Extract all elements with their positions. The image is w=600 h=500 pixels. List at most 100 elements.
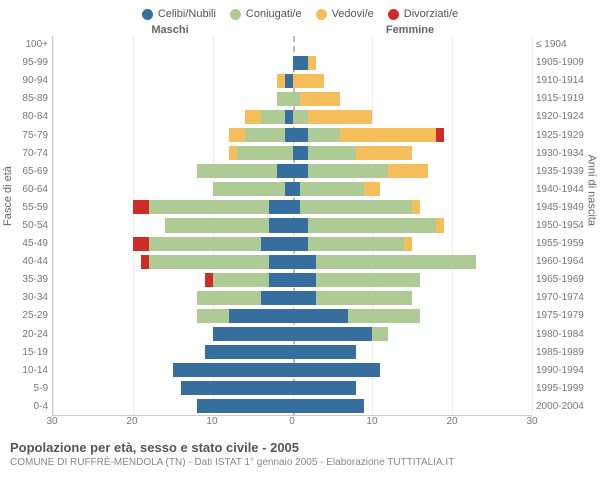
age-tick: 75-79	[10, 126, 48, 144]
seg-c	[213, 327, 293, 341]
pyramid-row	[53, 216, 532, 234]
birth-tick: 1995-1999	[536, 380, 590, 398]
seg-v	[293, 74, 325, 88]
seg-c	[285, 74, 293, 88]
seg-c	[285, 182, 293, 196]
pyramid-row	[53, 235, 532, 253]
pyramid-row	[53, 307, 532, 325]
seg-v	[404, 237, 412, 251]
seg-c	[293, 381, 357, 395]
birth-tick: 1930-1934	[536, 145, 590, 163]
age-tick: 15-19	[10, 344, 48, 362]
birth-tick: 1935-1939	[536, 163, 590, 181]
chart-subtitle: COMUNE DI RUFFRÈ-MENDOLA (TN) - Dati IST…	[10, 457, 590, 468]
age-tick: 45-49	[10, 235, 48, 253]
birth-tick: 2000-2004	[536, 398, 590, 416]
birth-tick: 1970-1974	[536, 289, 590, 307]
seg-v	[229, 146, 237, 160]
birth-tick: 1905-1909	[536, 54, 590, 72]
age-tick: 80-84	[10, 108, 48, 126]
legend-swatch	[230, 9, 241, 20]
age-tick: 95-99	[10, 54, 48, 72]
ylabel-left: Fasce di età	[2, 166, 14, 226]
seg-g	[316, 273, 420, 287]
pyramid-row	[53, 379, 532, 397]
seg-g	[197, 309, 229, 323]
birth-tick: 1990-1994	[536, 362, 590, 380]
birth-tick: 1960-1964	[536, 253, 590, 271]
legend-swatch	[142, 9, 153, 20]
pyramid-row	[53, 126, 532, 144]
birth-tick: 1915-1919	[536, 90, 590, 108]
seg-g	[293, 92, 301, 106]
seg-g	[245, 128, 285, 142]
x-tick: 10	[206, 416, 217, 427]
birth-tick: ≤ 1904	[536, 36, 590, 54]
seg-c	[293, 399, 365, 413]
seg-v	[388, 164, 428, 178]
seg-c	[293, 200, 301, 214]
header-male: Maschi	[10, 24, 290, 36]
seg-g	[213, 273, 269, 287]
seg-v	[277, 74, 285, 88]
x-tick: 20	[446, 416, 457, 427]
seg-g	[197, 291, 261, 305]
seg-c	[293, 327, 373, 341]
pyramid-row	[53, 36, 532, 54]
birth-tick: 1920-1924	[536, 108, 590, 126]
age-tick: 5-9	[10, 380, 48, 398]
rows	[53, 36, 532, 415]
pyramid-row	[53, 271, 532, 289]
seg-g	[316, 291, 412, 305]
seg-g	[308, 164, 388, 178]
seg-g	[293, 110, 309, 124]
seg-g	[261, 110, 285, 124]
seg-g	[308, 218, 436, 232]
legend-label: Coniugati/e	[246, 8, 302, 20]
legend-label: Celibi/Nubili	[158, 8, 216, 20]
seg-g	[213, 182, 285, 196]
seg-c	[293, 218, 309, 232]
pyramid-plot	[52, 36, 532, 416]
age-tick: 50-54	[10, 217, 48, 235]
ylabel-right: Anni di nascita	[586, 154, 598, 226]
seg-c	[285, 110, 293, 124]
pyramid-row	[53, 180, 532, 198]
pyramid-row	[53, 397, 532, 415]
age-tick: 40-44	[10, 253, 48, 271]
seg-g	[300, 182, 364, 196]
seg-g	[372, 327, 388, 341]
seg-v	[364, 182, 380, 196]
pyramid-row	[53, 361, 532, 379]
pyramid-row	[53, 343, 532, 361]
seg-c	[269, 218, 293, 232]
seg-v	[412, 200, 420, 214]
legend-item: Divorziati/e	[388, 8, 458, 20]
birth-tick: 1965-1969	[536, 271, 590, 289]
seg-c	[293, 255, 317, 269]
birth-tick: 1980-1984	[536, 326, 590, 344]
seg-c	[261, 237, 293, 251]
seg-g	[165, 218, 269, 232]
x-tick: 30	[526, 416, 537, 427]
seg-g	[197, 164, 277, 178]
seg-c	[269, 200, 293, 214]
age-tick: 30-34	[10, 289, 48, 307]
yaxis-birth: ≤ 19041905-19091910-19141915-19191920-19…	[532, 36, 590, 416]
seg-c	[285, 128, 293, 142]
age-tick: 20-24	[10, 326, 48, 344]
seg-c	[181, 381, 293, 395]
pyramid-row	[53, 144, 532, 162]
age-tick: 85-89	[10, 90, 48, 108]
x-tick: 10	[366, 416, 377, 427]
header-female: Femmine	[290, 24, 590, 36]
yaxis-age: 100+95-9990-9485-8980-8475-7970-7465-696…	[10, 36, 52, 416]
x-tick: 30	[46, 416, 57, 427]
seg-v	[308, 110, 372, 124]
seg-c	[293, 345, 357, 359]
age-tick: 70-74	[10, 145, 48, 163]
seg-c	[293, 291, 317, 305]
seg-c	[293, 56, 309, 70]
legend-swatch	[388, 9, 399, 20]
seg-v	[308, 56, 316, 70]
